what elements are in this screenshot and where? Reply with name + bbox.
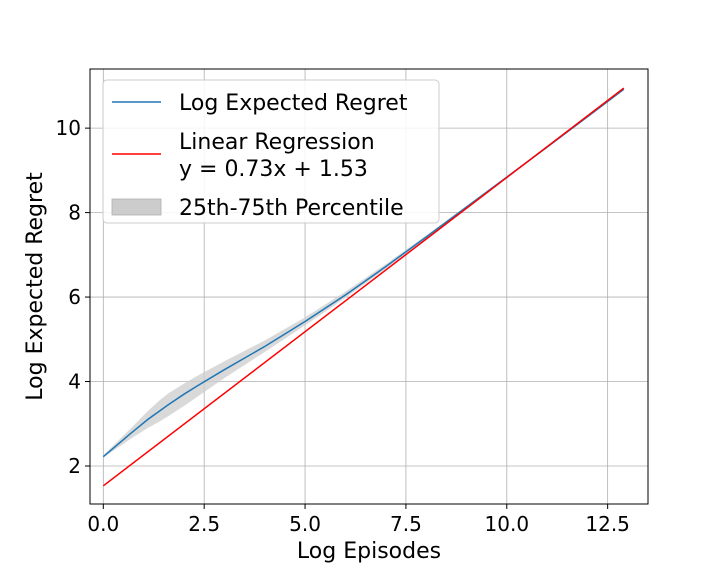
legend-handle-patch bbox=[111, 198, 162, 216]
y-axis-label: Log Expected Regret bbox=[23, 172, 48, 401]
y-tick-label: 8 bbox=[68, 201, 81, 225]
x-tick-label: 10.0 bbox=[485, 512, 530, 536]
y-axis-ticks: 2 4 6 8 10 bbox=[56, 116, 90, 478]
legend-entry-label: Log Expected Regret bbox=[179, 91, 408, 116]
x-axis-label: Log Episodes bbox=[297, 539, 441, 564]
x-tick-label: 7.5 bbox=[390, 512, 422, 536]
legend-entry-label: y = 0.73x + 1.53 bbox=[179, 157, 368, 182]
series-lines bbox=[102, 87, 625, 487]
y-tick-label: 2 bbox=[68, 454, 81, 478]
legend-entry-label: 25th-75th Percentile bbox=[179, 196, 404, 221]
y-tick-label: 4 bbox=[68, 370, 81, 394]
linear-regression-line bbox=[102, 87, 625, 487]
plot-frame bbox=[89, 68, 649, 505]
x-tick-label: 2.5 bbox=[188, 512, 220, 536]
y-tick-label: 10 bbox=[56, 116, 81, 140]
x-tick-label: 5.0 bbox=[289, 512, 321, 536]
x-tick-label: 12.5 bbox=[585, 512, 630, 536]
legend-box bbox=[102, 79, 440, 224]
y-tick-label: 6 bbox=[68, 285, 81, 309]
legend-entry-label: Linear Regression bbox=[179, 130, 375, 155]
x-tick-label: 0.0 bbox=[87, 512, 119, 536]
x-axis-ticks: 0.0 2.5 5.0 7.5 10.0 12.5 bbox=[87, 504, 630, 536]
